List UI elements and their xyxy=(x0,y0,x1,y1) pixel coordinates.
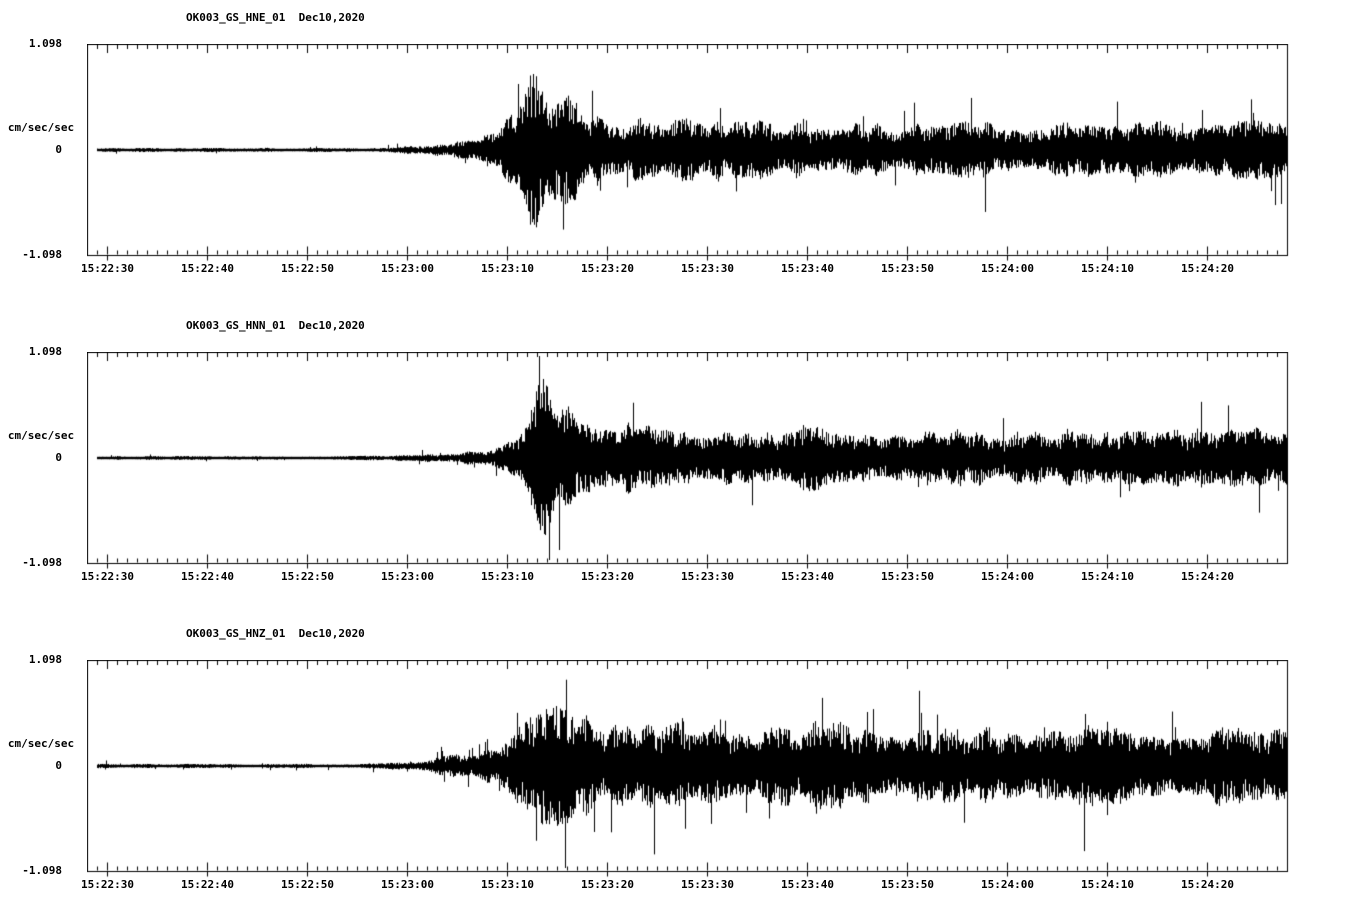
x-tick-label: 15:24:20 xyxy=(1181,570,1234,583)
x-tick-label: 15:23:10 xyxy=(481,262,534,275)
x-tick-label: 15:22:30 xyxy=(81,878,134,891)
x-axis-time-labels: 15:22:30 15:22:40 15:22:50 15:23:00 15:23:10… xyxy=(0,262,1358,278)
x-tick-label: 15:23:40 xyxy=(781,570,834,583)
waveform-plot-hnn xyxy=(87,352,1289,570)
y-tick-label-max: 1.098 xyxy=(28,653,62,666)
waveform-plot-hne xyxy=(87,44,1289,262)
x-tick-label: 15:22:50 xyxy=(281,878,334,891)
seismogram-panel-hnz: OK003_GS_HNZ_01 Dec10,2020 cm/sec/sec 1.… xyxy=(0,627,1358,900)
x-tick-label: 15:24:00 xyxy=(981,878,1034,891)
seismogram-panel-hnn: OK003_GS_HNN_01 Dec10,2020 cm/sec/sec 1.… xyxy=(0,319,1358,592)
x-tick-label: 15:23:50 xyxy=(881,878,934,891)
panel-title-hne: OK003_GS_HNE_01 Dec10,2020 xyxy=(186,11,365,24)
x-tick-label: 15:23:10 xyxy=(481,570,534,583)
panel-title-hnn: OK003_GS_HNN_01 Dec10,2020 xyxy=(186,319,365,332)
x-tick-label: 15:23:00 xyxy=(381,262,434,275)
x-tick-label: 15:23:10 xyxy=(481,878,534,891)
x-tick-label: 15:22:40 xyxy=(181,262,234,275)
x-tick-label: 15:24:10 xyxy=(1081,262,1134,275)
y-tick-label-max: 1.098 xyxy=(28,345,62,358)
x-tick-label: 15:24:20 xyxy=(1181,878,1234,891)
x-tick-label: 15:23:00 xyxy=(381,878,434,891)
seismogram-panel-hne: OK003_GS_HNE_01 Dec10,2020 cm/sec/sec 1.… xyxy=(0,11,1358,284)
x-tick-label: 15:24:00 xyxy=(981,570,1034,583)
waveform-plot-hnz xyxy=(87,660,1289,878)
x-tick-label: 15:24:00 xyxy=(981,262,1034,275)
y-tick-label-zero: 0 xyxy=(55,143,62,156)
x-tick-label: 15:22:40 xyxy=(181,570,234,583)
x-tick-label: 15:22:30 xyxy=(81,570,134,583)
x-tick-label: 15:23:00 xyxy=(381,570,434,583)
x-tick-label: 15:22:50 xyxy=(281,570,334,583)
y-tick-label-max: 1.098 xyxy=(28,37,62,50)
x-tick-label: 15:22:50 xyxy=(281,262,334,275)
x-tick-label: 15:23:30 xyxy=(681,262,734,275)
x-tick-label: 15:24:20 xyxy=(1181,262,1234,275)
y-tick-label-zero: 0 xyxy=(55,759,62,772)
y-axis-unit-label: cm/sec/sec xyxy=(7,737,75,750)
x-tick-label: 15:23:20 xyxy=(581,878,634,891)
x-tick-label: 15:23:30 xyxy=(681,570,734,583)
y-tick-label-zero: 0 xyxy=(55,451,62,464)
y-tick-label-min: -1.098 xyxy=(22,556,62,569)
y-tick-label-min: -1.098 xyxy=(22,248,62,261)
x-tick-label: 15:23:50 xyxy=(881,570,934,583)
x-tick-label: 15:24:10 xyxy=(1081,878,1134,891)
x-tick-label: 15:23:40 xyxy=(781,878,834,891)
x-tick-label: 15:22:40 xyxy=(181,878,234,891)
x-tick-label: 15:23:30 xyxy=(681,878,734,891)
x-tick-label: 15:22:30 xyxy=(81,262,134,275)
x-axis-time-labels: 15:22:30 15:22:40 15:22:50 15:23:00 15:23:10… xyxy=(0,878,1358,894)
y-tick-label-min: -1.098 xyxy=(22,864,62,877)
x-tick-label: 15:23:40 xyxy=(781,262,834,275)
panel-title-hnz: OK003_GS_HNZ_01 Dec10,2020 xyxy=(186,627,365,640)
x-tick-label: 15:23:50 xyxy=(881,262,934,275)
y-axis-unit-label: cm/sec/sec xyxy=(7,121,75,134)
x-tick-label: 15:24:10 xyxy=(1081,570,1134,583)
x-tick-label: 15:23:20 xyxy=(581,262,634,275)
y-axis-unit-label: cm/sec/sec xyxy=(7,429,75,442)
x-axis-time-labels: 15:22:30 15:22:40 15:22:50 15:23:00 15:23:10… xyxy=(0,570,1358,586)
x-tick-label: 15:23:20 xyxy=(581,570,634,583)
